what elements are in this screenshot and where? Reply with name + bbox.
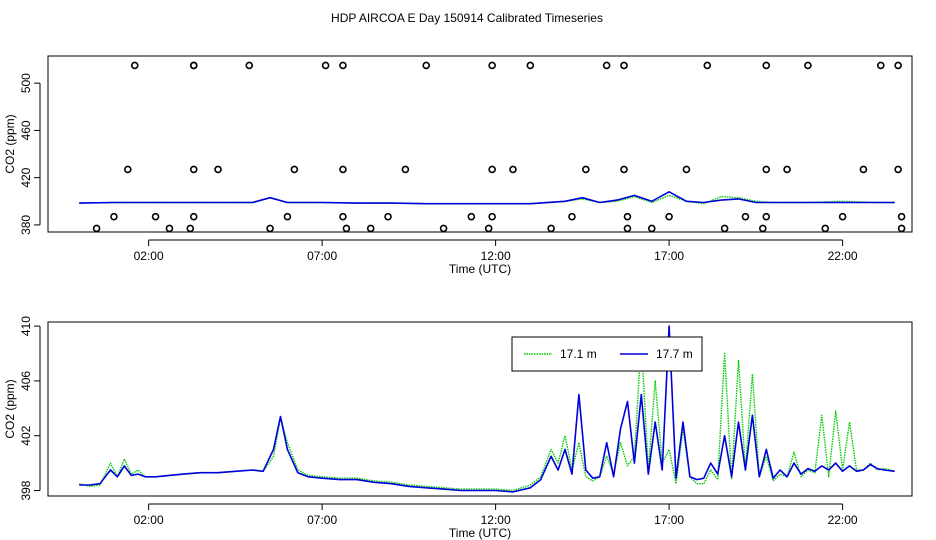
outlier-point [189, 165, 198, 174]
outlier-point [741, 212, 750, 221]
outlier-point [366, 224, 375, 233]
legend-box [511, 336, 703, 372]
outlier-point [339, 61, 347, 70]
outlier-point [130, 61, 139, 70]
x-tick-label: 07:00 [307, 249, 337, 263]
outlier-point [439, 224, 448, 233]
outlier-point [894, 165, 902, 174]
outlier-point [897, 212, 906, 221]
outlier-point [509, 165, 517, 174]
x-tick-label: 22:00 [828, 513, 858, 527]
outlier-point [342, 224, 351, 233]
bottom-panel: 02:00 07:00 12:00 17:00 22:00 Time (UTC) 398 40… [3, 316, 913, 540]
series-line-1 [79, 191, 895, 205]
outlier-point [266, 224, 274, 233]
outlier-point [762, 61, 771, 70]
outlier-point [762, 165, 771, 174]
outlier-point [484, 224, 493, 233]
outlier-point [682, 165, 691, 174]
x-tick-label: 22:00 [828, 249, 858, 263]
outlier-point [526, 61, 535, 70]
outlier-point [602, 61, 611, 70]
outlier-point [151, 212, 160, 221]
outlier-point [894, 61, 902, 70]
outlier-point [110, 212, 118, 221]
outlier-point [897, 224, 906, 233]
y-tick-label: 380 [19, 215, 33, 235]
legend-label: 17.7 m [656, 347, 693, 361]
outlier-point [568, 212, 576, 221]
outlier-point [783, 165, 791, 174]
outlier-point [620, 165, 628, 174]
outlier-point [422, 61, 431, 70]
outlier-point [401, 165, 410, 174]
outlier-point [488, 61, 496, 70]
plot-frame [47, 321, 913, 497]
y-tick-label: 460 [19, 120, 33, 140]
outlier-point [488, 165, 496, 174]
outlier-point [384, 212, 392, 221]
outlier-point [92, 224, 101, 233]
x-axis-label: Time (UTC) [449, 526, 511, 540]
figure-title: HDP AIRCOA E Day 150914 Calibrated Times… [331, 11, 603, 25]
series-line-0 [79, 339, 895, 492]
legend-label: 17.1 m [560, 347, 597, 361]
outlier-point [245, 61, 254, 70]
outlier-point [758, 224, 767, 233]
outlier-point [283, 212, 292, 221]
y-tick-label: 420 [19, 167, 33, 187]
outlier-point [582, 165, 590, 174]
outlier-point [620, 61, 628, 70]
outlier-point [647, 224, 656, 233]
outlier-point [547, 224, 555, 233]
x-tick-label: 07:00 [307, 513, 337, 527]
x-axis-label: Time (UTC) [449, 262, 511, 276]
outlier-point [623, 212, 632, 221]
y-tick-label: 406 [19, 371, 33, 391]
outlier-point [290, 165, 299, 174]
outlier-point [876, 61, 885, 70]
outlier-point [189, 61, 198, 70]
outlier-point [762, 212, 771, 221]
outlier-point [165, 224, 174, 233]
outlier-point [339, 165, 347, 174]
x-tick-label: 17:00 [654, 513, 684, 527]
y-tick-label: 500 [19, 73, 33, 93]
x-tick-label: 02:00 [134, 249, 164, 263]
x-tick-label: 02:00 [134, 513, 164, 527]
plot-frame [47, 55, 913, 233]
y-tick-label: 402 [19, 425, 33, 445]
outlier-point [623, 224, 632, 233]
outlier-point [804, 61, 812, 70]
top-panel: 02:00 07:00 12:00 17:00 22:00 Time (UTC) 380 42… [3, 55, 913, 276]
outlier-point [720, 224, 729, 233]
x-tick-label: 12:00 [481, 513, 511, 527]
outlier-point [214, 165, 222, 174]
outlier-point [321, 61, 330, 70]
x-tick-label: 17:00 [654, 249, 684, 263]
y-axis-label: CO2 (ppm) [3, 379, 17, 438]
y-tick-label: 398 [19, 480, 33, 500]
y-tick-label: 410 [19, 316, 33, 336]
outlier-point [821, 224, 830, 233]
y-axis-label: CO2 (ppm) [3, 114, 17, 173]
x-tick-label: 12:00 [481, 249, 511, 263]
outlier-point [488, 212, 496, 221]
outlier-point [189, 212, 198, 221]
series-line-0 [79, 194, 895, 205]
outlier-point [467, 212, 476, 221]
outlier-point [703, 61, 712, 70]
outlier-point [124, 165, 132, 174]
series-line-1 [79, 325, 895, 493]
outlier-point [186, 224, 195, 233]
outlier-point [339, 212, 347, 221]
outlier-point [665, 212, 673, 221]
outlier-point [859, 165, 868, 174]
outlier-point [838, 212, 847, 221]
